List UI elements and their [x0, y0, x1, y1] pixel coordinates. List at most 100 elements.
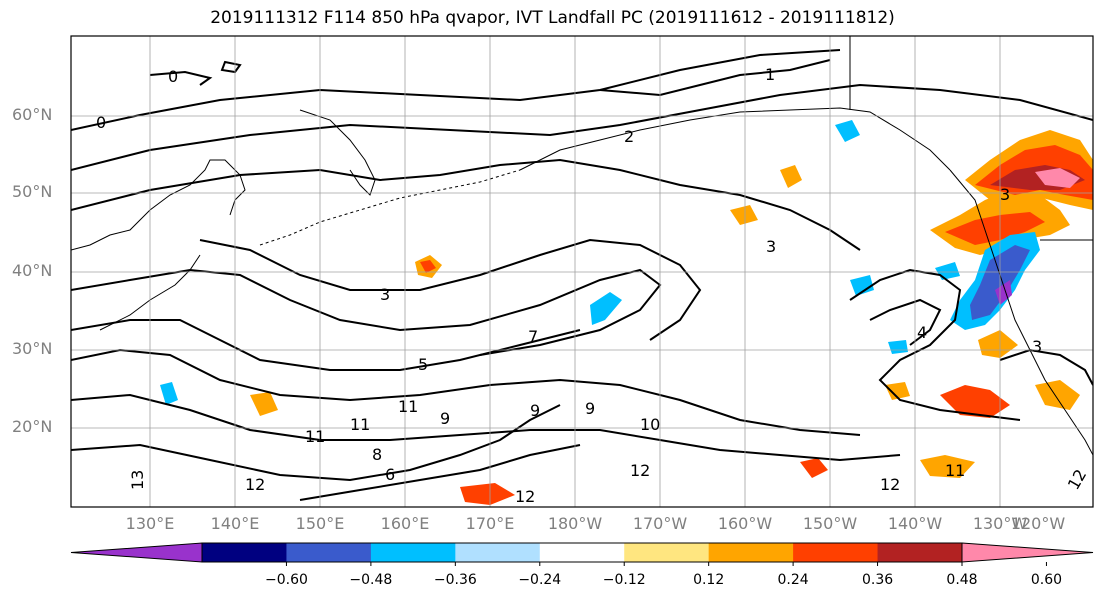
- colorbar-tick-label: −0.48: [349, 572, 393, 588]
- isoline: [71, 404, 561, 482]
- lon-label: 150°E: [295, 514, 345, 533]
- lat-label: 40°N: [12, 261, 53, 280]
- isoline: [71, 158, 861, 251]
- lon-label: 120°W: [1010, 514, 1066, 533]
- isoline: [999, 348, 1093, 386]
- colorbar-tick-label: −0.12: [602, 572, 646, 588]
- isoline: [71, 268, 662, 356]
- isoline: [199, 238, 702, 341]
- isoline: [869, 298, 942, 346]
- graticule: [71, 36, 1093, 507]
- positive-anomaly-patch: [460, 483, 515, 505]
- coastline-layer: [71, 36, 1093, 456]
- positive-anomaly-patch: [978, 330, 1018, 358]
- colorbar-tick-label: 0.48: [946, 572, 978, 588]
- lon-label: 160°W: [717, 514, 773, 533]
- isoline: [71, 319, 581, 371]
- colorbar-tick-label: −0.36: [433, 572, 477, 588]
- positive-anomaly-patch: [940, 385, 1010, 418]
- isoline: [220, 60, 242, 74]
- contour-label: 3: [1032, 337, 1042, 356]
- positive-anomaly-patch: [945, 212, 1045, 245]
- contour-label: 6: [385, 465, 395, 484]
- aleutian-chain: [259, 169, 521, 246]
- positive-anomaly-patch: [800, 458, 828, 478]
- lon-label: 170°W: [632, 514, 688, 533]
- contour-label: 13: [128, 470, 147, 490]
- negative-anomaly-patch: [995, 280, 1012, 305]
- positive-anomaly-patch: [920, 455, 975, 478]
- negative-anomaly-patch: [160, 382, 178, 405]
- contour-label: 9: [585, 399, 595, 418]
- isoline: [149, 70, 213, 86]
- negative-anomaly-patch: [935, 262, 960, 280]
- kamchatka-coastline: [299, 109, 376, 196]
- positive-anomaly-patch: [885, 382, 910, 400]
- lat-label: 50°N: [12, 182, 53, 201]
- lon-label: 130°E: [125, 514, 175, 533]
- asia-coastline: [71, 159, 246, 251]
- lat-label: 20°N: [12, 417, 53, 436]
- colorbar-tick-label: 0.12: [693, 572, 725, 588]
- contour-label: 12: [1064, 466, 1091, 493]
- negative-anomaly-patch: [850, 275, 874, 296]
- positive-anomaly-patch: [1035, 380, 1080, 410]
- negative-anomaly-patch: [835, 120, 860, 142]
- alaska-coastline: [519, 107, 951, 171]
- contour-label: 3: [1000, 185, 1010, 204]
- contour-label: 11: [398, 397, 418, 416]
- contour-label: 5: [418, 355, 428, 374]
- isoline: [71, 83, 1093, 171]
- contour-label: 1: [765, 65, 775, 84]
- map-title: 2019111312 F114 850 hPa qvapor, IVT Land…: [210, 8, 895, 28]
- colorbar-tick-label: 0.60: [1030, 572, 1063, 588]
- japan-coastline: [99, 254, 201, 331]
- contour-label: 4: [917, 323, 927, 342]
- lat-label: 30°N: [12, 339, 53, 358]
- isoline: [71, 348, 861, 436]
- contour-label: 7: [528, 327, 538, 346]
- lon-label: 170°E: [465, 514, 515, 533]
- isoline-layer: [71, 49, 1093, 501]
- anomaly-fill-layer: [160, 120, 1093, 505]
- lon-label: 150°W: [802, 514, 858, 533]
- contour-label: 12: [630, 461, 650, 480]
- contour-label: 11: [350, 415, 370, 434]
- contour-label: 10: [640, 415, 660, 434]
- contour-label: 9: [440, 409, 450, 428]
- contour-label: 2: [624, 127, 634, 146]
- lon-label: 140°E: [210, 514, 260, 533]
- positive-anomaly-patch: [420, 260, 436, 273]
- contour-label: 8: [372, 445, 382, 464]
- contour-label: 9: [530, 401, 540, 420]
- isoline: [849, 268, 1021, 421]
- contour-label: 11: [305, 427, 325, 446]
- contour-label: 12: [880, 475, 900, 494]
- colorbar-tick-label: −0.24: [518, 572, 562, 588]
- positive-anomaly-patch: [1035, 168, 1080, 188]
- contour-label: 12: [515, 487, 535, 506]
- lon-label: 180°W: [547, 514, 603, 533]
- lon-label: 140°W: [887, 514, 943, 533]
- lon-label: 130°W: [972, 514, 1028, 533]
- isoline: [599, 59, 831, 97]
- isoline: [71, 393, 901, 462]
- contour-label: 11: [945, 461, 965, 480]
- north-america-coastline: [949, 169, 1093, 456]
- colorbar-tick-label: 0.36: [861, 572, 894, 588]
- map-frame: [70, 35, 1094, 508]
- colorbar-tick-label: 0.24: [777, 572, 809, 588]
- contour-label: 0: [96, 113, 106, 132]
- contour-label: 12: [245, 475, 265, 494]
- colorbar-tick-label: −0.60: [264, 572, 308, 588]
- negative-anomaly-patch: [590, 292, 622, 325]
- lat-label: 60°N: [12, 105, 53, 124]
- isoline: [299, 444, 581, 501]
- contour-label: 3: [766, 237, 776, 256]
- lon-label: 160°E: [380, 514, 430, 533]
- negative-anomaly-patch: [888, 340, 908, 354]
- contour-label: 3: [380, 285, 390, 304]
- contour-label-layer: 0 1 0 2 3 3 3 5 7 9 9 9 10 11 11 11 12 1…: [96, 65, 1090, 506]
- isoline: [71, 49, 841, 131]
